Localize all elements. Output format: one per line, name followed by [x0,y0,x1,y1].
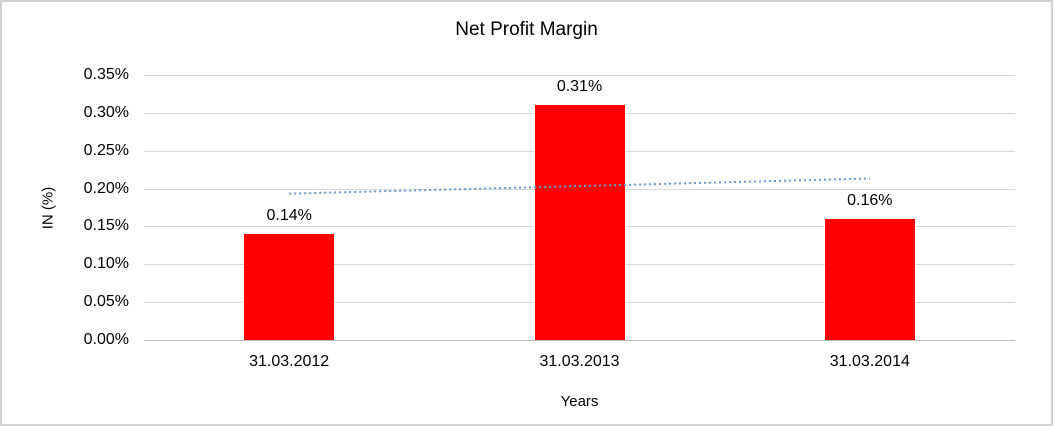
bar [534,105,625,340]
gridline [144,340,1015,341]
y-tick-label: 0.25% [83,141,129,159]
x-tick-label: 31.03.2014 [829,353,910,370]
y-tick-label: 0.35% [83,66,129,83]
chart-title: Net Profit Margin [455,19,598,40]
data-label: 0.16% [847,191,893,209]
x-tick-label: 31.03.2012 [249,353,330,370]
y-tick-label: 0.30% [83,103,129,121]
y-tick-label: 0.20% [83,179,129,197]
y-tick-label: 0.15% [83,217,129,235]
x-tick-label: 31.03.2013 [539,353,620,370]
bar [824,218,915,340]
y-tick-label: 0.00% [83,331,129,348]
gridline [144,75,1015,76]
y-tick-label: 0.05% [83,293,129,311]
data-label: 0.31% [556,78,603,96]
data-label: 0.14% [266,207,312,224]
y-tick-label: 0.10% [83,255,129,273]
x-axis-title: Years [560,393,599,410]
bar [244,234,335,340]
trendline [289,177,870,195]
